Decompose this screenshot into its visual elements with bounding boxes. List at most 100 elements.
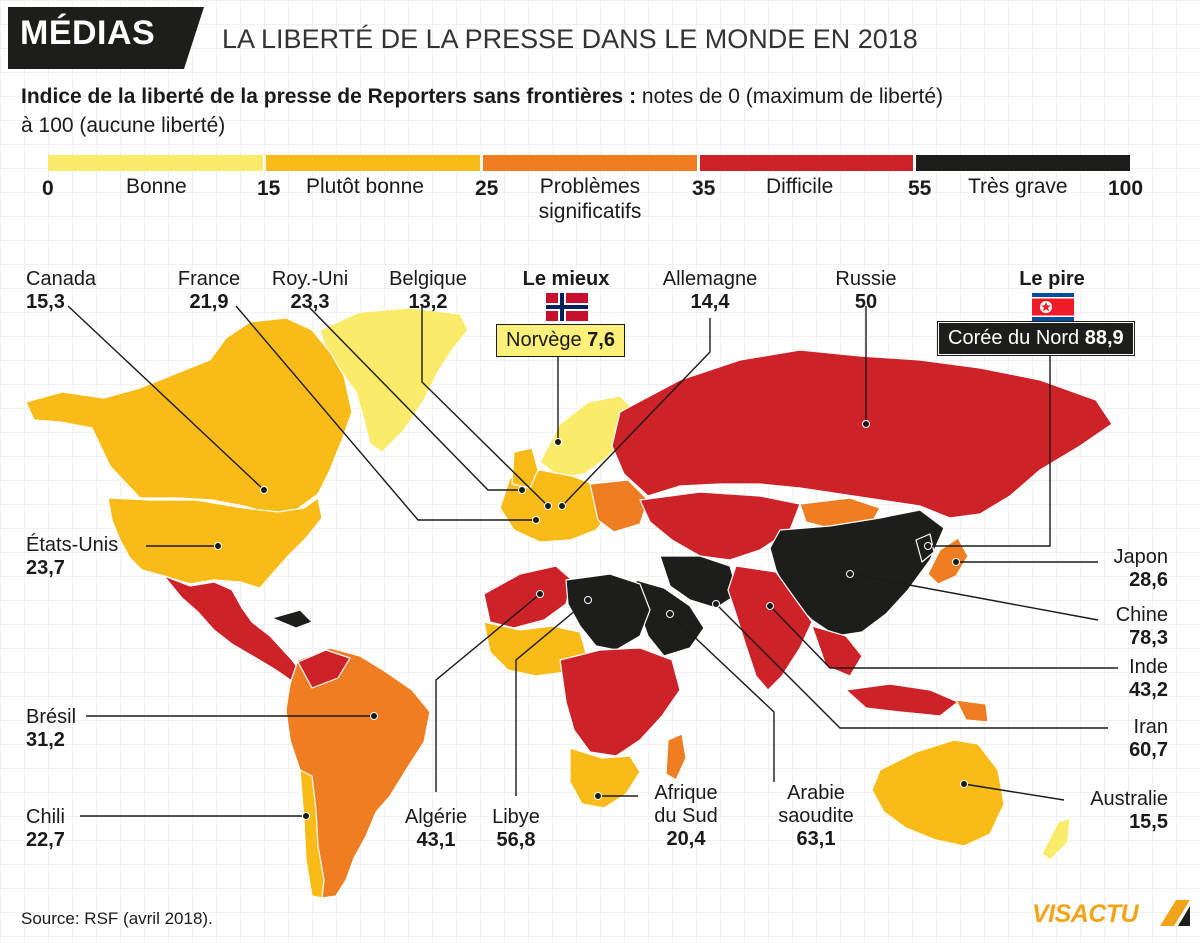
caribbean-shape — [271, 609, 313, 629]
venezuela-shape — [297, 649, 351, 689]
label-uk: Roy.-Uni 23,3 — [258, 268, 362, 314]
png-shape — [955, 699, 989, 723]
label-bresil-name: Brésil — [26, 706, 77, 728]
label-canada: Canada 15,3 — [26, 268, 96, 314]
label-russie: Russie 50 — [818, 268, 914, 314]
label-chili-name: Chili — [26, 806, 65, 828]
legend-bar-bonne — [48, 155, 263, 171]
north-africa-east-shape — [565, 573, 651, 651]
se-asia-shape — [811, 625, 863, 677]
label-canada-score: 15,3 — [26, 291, 65, 313]
legend-num-0: 0 — [42, 177, 54, 200]
label-usa: États-Unis 23,7 — [26, 534, 118, 580]
leader-chine — [849, 573, 1099, 621]
new-zealand-shape — [1041, 817, 1071, 861]
label-belgique: Belgique 13,2 — [376, 268, 480, 314]
label-japon: Japon 28,6 — [1060, 546, 1169, 592]
label-arabie: Arabie saoudite 63,1 — [760, 782, 872, 851]
legend-bar-problemes — [483, 155, 697, 171]
legend-cat-difficile: Difficile — [766, 175, 834, 198]
label-australie: Australie 15,5 — [1040, 788, 1168, 834]
chile-shape — [299, 769, 325, 899]
label-belgique-name: Belgique — [389, 268, 467, 290]
callout-norvege-name: Norvège — [506, 329, 582, 351]
label-allemagne-score: 14,4 — [690, 291, 730, 313]
header-badge — [8, 7, 204, 69]
north-korea-flag-icon — [1032, 293, 1074, 321]
label-france-name: France — [177, 268, 241, 290]
leader-allemagne — [561, 318, 711, 507]
label-russie-name: Russie — [835, 268, 897, 290]
leader-belgique — [421, 306, 549, 507]
leader-iran — [715, 603, 1108, 729]
label-bresil-score: 31,2 — [26, 729, 65, 751]
label-arabie-score: 63,1 — [796, 828, 836, 850]
legend-bar-difficile — [700, 155, 913, 171]
legend-num-15: 15 — [257, 177, 281, 200]
label-canada-name: Canada — [26, 268, 97, 290]
label-inde-score: 43,2 — [1129, 679, 1168, 701]
label-usa-score: 23,7 — [26, 557, 65, 579]
label-chine-name: Chine — [1115, 604, 1168, 626]
usa-shape — [107, 497, 323, 589]
label-australie-name: Australie — [1090, 788, 1168, 810]
south-america-shape — [285, 647, 431, 899]
visactu-logo-text: VISACTU — [1032, 900, 1139, 928]
leader-libye — [515, 599, 589, 796]
leader-algerie — [435, 593, 541, 792]
leader-france — [235, 305, 536, 521]
label-chili-score: 22,7 — [26, 829, 65, 851]
label-inde: Inde 43,2 — [1060, 656, 1168, 702]
source-text: Source: RSF (avril 2018). — [21, 909, 213, 928]
label-iran-score: 60,7 — [1129, 739, 1168, 761]
label-bresil: Brésil 31,2 — [26, 706, 76, 752]
legend-cat-problemes-1: Problèmes — [539, 175, 641, 198]
central-africa-shape — [559, 647, 681, 757]
leader-uk — [307, 305, 522, 491]
legend-num-25: 25 — [475, 177, 499, 200]
north-africa-west-shape — [483, 565, 573, 629]
label-australie-score: 15,5 — [1129, 811, 1168, 833]
legend-cat-bonne: Bonne — [126, 175, 187, 198]
legend-cat-tres-grave: Très grave — [968, 175, 1068, 198]
japan-shape — [927, 537, 969, 585]
subtitle-bold: Indice de la liberté de la presse de Rep… — [21, 85, 637, 108]
callout-norvege-score: 7,6 — [587, 329, 615, 351]
eastern-europe-shape — [589, 479, 649, 533]
leader-arabie — [669, 613, 775, 782]
label-algerie-name: Algérie — [404, 806, 468, 828]
label-france-score: 21,9 — [189, 291, 229, 313]
legend-num-100: 100 — [1108, 177, 1144, 200]
label-best-heading: Le mieux — [508, 268, 624, 291]
subtitle-line2: à 100 (aucune liberté) — [21, 114, 226, 137]
legend-num-55: 55 — [908, 177, 932, 200]
label-iran: Iran 60,7 — [1060, 716, 1168, 762]
leader-canada — [67, 305, 265, 491]
legend-bar-plutot-bonne — [266, 155, 480, 171]
label-libye-score: 56,8 — [496, 829, 536, 851]
legend-num-35: 35 — [692, 177, 716, 200]
label-chili: Chili 22,7 — [26, 806, 65, 852]
legend-cat-plutot-bonne: Plutôt bonne — [306, 175, 424, 198]
subtitle-line1: Indice de la liberté de la presse de Rep… — [21, 85, 943, 109]
label-france: France 21,9 — [164, 268, 254, 314]
label-uk-name: Roy.-Uni — [271, 268, 349, 290]
label-afsud: Afrique du Sud 20,4 — [636, 782, 736, 851]
southern-africa-shape — [569, 747, 641, 809]
label-chine-score: 78,3 — [1129, 627, 1168, 649]
header-title: LA LIBERTÉ DE LA PRESSE DANS LE MONDE EN… — [222, 24, 918, 54]
label-afsud-name1: Afrique — [654, 782, 718, 804]
label-belgique-score: 13,2 — [408, 291, 448, 313]
label-libye: Libye 56,8 — [476, 806, 556, 852]
russia-shape — [611, 349, 1113, 519]
label-uk-score: 23,3 — [290, 291, 330, 313]
label-allemagne: Allemagne 14,4 — [646, 268, 774, 314]
leader-coree — [928, 356, 1051, 547]
iran-shape — [659, 555, 739, 609]
uk-shape — [511, 447, 539, 489]
callout-coree: Corée du Nord 88,9 — [938, 322, 1134, 355]
callout-coree-score: 88,9 — [1084, 327, 1124, 349]
norway-flag-icon — [546, 293, 588, 321]
